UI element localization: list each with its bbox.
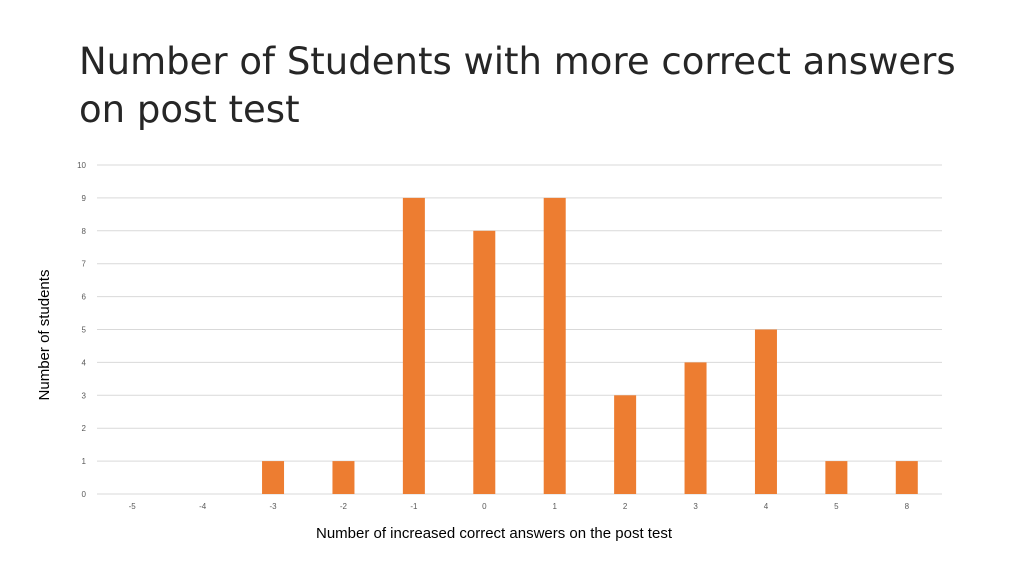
y-tick-label: 2 bbox=[82, 424, 87, 433]
bars bbox=[262, 197, 918, 495]
x-tick-label: -3 bbox=[269, 502, 277, 511]
x-tick-label: -5 bbox=[129, 502, 137, 511]
bar bbox=[543, 197, 566, 494]
x-axis-title: Number of increased correct answers on t… bbox=[316, 525, 673, 542]
y-tick-label: 6 bbox=[82, 293, 87, 302]
x-tick-label: -2 bbox=[340, 502, 348, 511]
y-tick-label: 0 bbox=[82, 490, 87, 499]
bar bbox=[402, 197, 425, 494]
gridlines bbox=[97, 164, 942, 495]
x-axis-ticks: -5 -4 -3 -2 -1 0 1 2 3 4 5 8 bbox=[129, 502, 910, 511]
x-tick-label: 1 bbox=[552, 502, 557, 511]
bar bbox=[684, 362, 707, 494]
y-tick-label: 10 bbox=[77, 161, 86, 170]
bar bbox=[473, 230, 496, 495]
bar bbox=[332, 461, 355, 494]
x-tick-label: 5 bbox=[834, 502, 839, 511]
bar bbox=[614, 395, 637, 494]
y-tick-label: 5 bbox=[82, 326, 87, 335]
y-axis-title: Number of students bbox=[36, 270, 53, 401]
bar bbox=[262, 461, 285, 494]
y-tick-label: 4 bbox=[82, 358, 87, 367]
x-tick-label: 4 bbox=[764, 502, 769, 511]
bar bbox=[825, 461, 848, 494]
bar bbox=[754, 329, 777, 494]
y-tick-label: 8 bbox=[82, 227, 87, 236]
bar bbox=[895, 461, 918, 494]
x-tick-label: 2 bbox=[623, 502, 628, 511]
y-axis-ticks: 0 1 2 3 4 5 6 7 8 9 10 bbox=[77, 161, 86, 499]
slide-title: Number of Students with more correct ans… bbox=[79, 40, 956, 131]
y-tick-label: 9 bbox=[82, 194, 87, 203]
x-tick-label: 3 bbox=[693, 502, 698, 511]
x-tick-label: -1 bbox=[410, 502, 418, 511]
y-tick-label: 7 bbox=[82, 260, 87, 269]
y-tick-label: 1 bbox=[82, 457, 87, 466]
y-tick-label: 3 bbox=[82, 391, 87, 400]
x-tick-label: 0 bbox=[482, 502, 487, 511]
x-tick-label: 8 bbox=[905, 502, 910, 511]
x-tick-label: -4 bbox=[199, 502, 207, 511]
